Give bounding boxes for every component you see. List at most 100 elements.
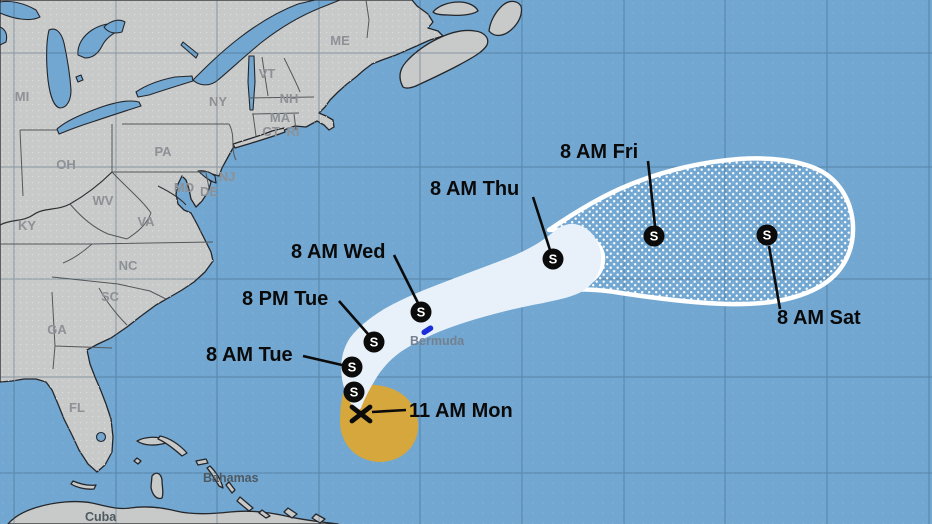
time-label: 8 PM Tue xyxy=(242,288,328,310)
cuba xyxy=(7,500,339,524)
leader-line xyxy=(767,245,782,310)
state-label-OH: OH xyxy=(56,157,76,172)
border-md-de xyxy=(205,172,210,189)
lake-erie xyxy=(56,100,142,135)
border-ma-north xyxy=(248,96,315,99)
state-label-VA: VA xyxy=(137,214,155,229)
border-ma-south xyxy=(251,112,300,115)
ottawa-river xyxy=(180,41,199,59)
forecast-point-8-am-fri xyxy=(643,225,665,247)
lake-superior-arm xyxy=(0,26,8,46)
forecast-point-8-pm-tue xyxy=(363,331,385,353)
time-label: 8 AM Wed xyxy=(291,241,385,263)
st-lawrence-river xyxy=(192,0,341,86)
border-vt-nh xyxy=(261,56,269,97)
border-oh-in xyxy=(19,129,24,197)
lake-superior xyxy=(0,0,41,21)
lake-ontario xyxy=(135,75,194,98)
state-label-MA: MA xyxy=(270,110,291,125)
border-nh-me xyxy=(283,57,301,93)
time-label: 8 AM Thu xyxy=(430,178,519,200)
state-borders xyxy=(0,0,370,370)
border-ky-east xyxy=(69,203,128,240)
time-label-current: 11 AM Mon xyxy=(409,400,513,422)
bahamas-new-providence xyxy=(195,458,209,466)
prince-edward-island xyxy=(432,1,479,17)
forecast-point-8-am-tue xyxy=(341,356,363,378)
storm-symbol: S xyxy=(650,229,659,244)
state-label-MD: MD xyxy=(174,180,194,195)
storm-symbol: S xyxy=(348,360,357,375)
state-label-VT: VT xyxy=(259,66,276,81)
border-me-nb xyxy=(365,0,370,39)
storm-symbol: S xyxy=(417,305,426,320)
nova-scotia xyxy=(399,29,489,89)
state-label-DE: DE xyxy=(200,184,218,199)
time-label: 8 AM Tue xyxy=(206,344,293,366)
leader-line xyxy=(338,300,369,335)
border-potomac-river xyxy=(157,185,187,206)
border-delaware-river xyxy=(228,123,237,161)
bahamas-bimini xyxy=(133,457,142,465)
bahamas-cat-island xyxy=(225,481,236,494)
storm-symbol: S xyxy=(763,228,772,243)
lake-michigan xyxy=(46,28,72,109)
leader-line xyxy=(392,254,420,304)
leader-line xyxy=(646,160,657,227)
florida-keys xyxy=(70,480,97,490)
leader-line xyxy=(371,408,407,414)
state-label-FL: FL xyxy=(69,400,85,415)
forecast-point-8-am-thu xyxy=(542,248,564,270)
state-label-NJ: NJ xyxy=(219,169,236,184)
lake-okeechobee xyxy=(95,431,107,443)
state-label-WV: WV xyxy=(93,193,114,208)
leader-line xyxy=(531,196,552,251)
bahamas-abaco xyxy=(157,435,188,457)
lakes xyxy=(0,0,341,443)
time-label: 8 AM Sat xyxy=(777,307,861,329)
state-label-NH: NH xyxy=(280,91,299,106)
border-ga-al xyxy=(51,291,56,347)
state-label-NC: NC xyxy=(119,258,138,273)
state-label-CT: CT xyxy=(262,124,279,139)
state-label-GA: GA xyxy=(47,322,67,337)
border-wv-va xyxy=(111,171,152,240)
forecast-point-8-am-wed xyxy=(410,301,432,323)
border-al-fl xyxy=(52,345,56,370)
forecast-point-8-am-sat xyxy=(756,224,778,246)
ocean-label-cuba: Cuba xyxy=(85,510,117,524)
border-ga-fl xyxy=(54,345,113,349)
border-savannah-river xyxy=(98,287,128,326)
ocean-labels: Bermuda Bahamas Cuba xyxy=(85,334,465,524)
cape-breton-island xyxy=(488,0,523,37)
bahamas-andros xyxy=(150,472,164,500)
border-tn-nc xyxy=(62,243,93,264)
bahamas-islet-2 xyxy=(311,513,326,524)
state-label-ME: ME xyxy=(330,33,350,48)
state-label-RI: RI xyxy=(287,124,300,139)
storm-symbol: S xyxy=(350,385,359,400)
state-label-KY: KY xyxy=(18,218,36,233)
state-label-PA: PA xyxy=(154,144,172,159)
state-label-SC: SC xyxy=(101,289,120,304)
time-label: 8 AM Fri xyxy=(560,141,638,163)
current-position-x-marker xyxy=(349,404,373,424)
ocean-label-bahamas: Bahamas xyxy=(203,471,259,485)
leader-line xyxy=(302,354,343,367)
bahamas-islet-1 xyxy=(258,509,271,519)
bahamas-long-island xyxy=(236,496,254,512)
bahamas-crooked-island xyxy=(283,507,298,519)
storm-symbol: S xyxy=(370,335,379,350)
border-ct-ri xyxy=(293,113,297,131)
georgian-bay xyxy=(103,19,126,34)
forecast-point-unlabeled xyxy=(343,381,365,403)
ocean-label-bermuda: Bermuda xyxy=(410,334,465,348)
state-label-MI: MI xyxy=(15,89,29,104)
bahamas-eleuthera xyxy=(206,465,224,489)
border-ohio-river xyxy=(0,171,113,226)
lake-st-clair xyxy=(75,74,84,83)
state-label-NY: NY xyxy=(209,94,227,109)
